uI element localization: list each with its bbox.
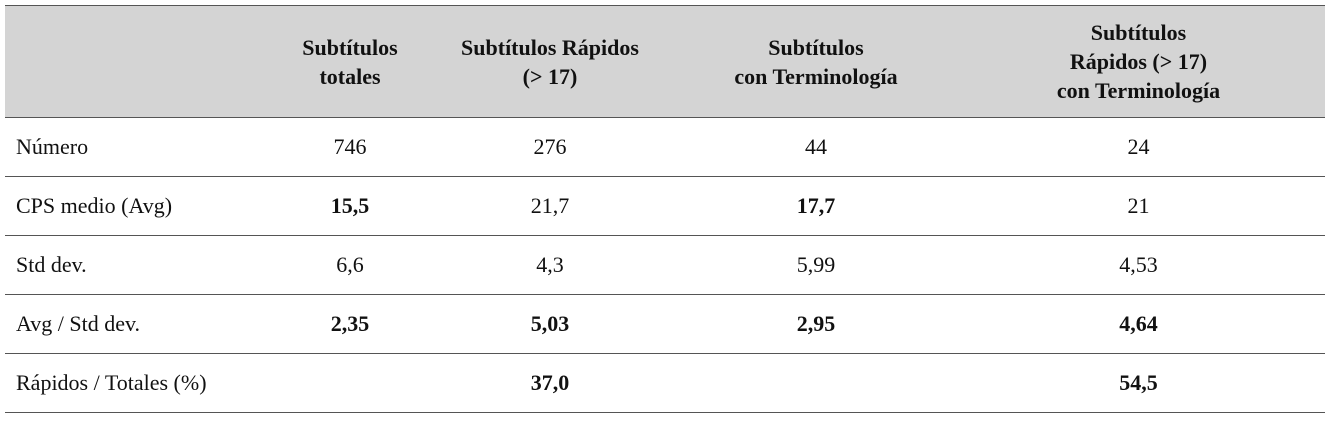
table-cell: 746 [280,117,420,177]
table-row: Std dev. 6,6 4,3 5,99 4,53 [5,235,1325,295]
row-label: Avg / Std dev. [5,294,280,354]
table-cell: 17,7 [680,176,952,236]
header-line: Subtítulos [1090,20,1187,45]
table-cell: 4,53 [952,235,1325,295]
table-cell: 4,64 [952,294,1325,354]
table-cell: 21 [952,176,1325,236]
table-cell: 5,99 [680,235,952,295]
row-label: CPS medio (Avg) [5,176,280,236]
header-line: totales [319,63,381,89]
header-line: Rápidos (> 17) [1069,49,1208,74]
table-cell: 37,0 [420,353,680,413]
header-row: Subtítulos totales Subtítulos Rápidos (> 17… [5,5,1325,118]
row-label: Std dev. [5,235,280,295]
column-header [5,5,280,118]
table-body: Número 746 276 44 24 CPS medio (Avg) 15,5 21,7 1… [5,117,1325,413]
column-header: Subtítulos Rápidos (> 17) [420,5,680,118]
table-cell: 2,35 [280,294,420,354]
table-cell: 6,6 [280,235,420,295]
table-cell [680,353,952,413]
row-label: Rápidos / Totales (%) [5,353,280,413]
table-cell: 24 [952,117,1325,177]
column-header: Subtítulos totales [280,5,420,118]
table-cell: 5,03 [420,294,680,354]
header-line: con Terminología [1056,78,1221,103]
table-cell: 54,5 [952,353,1325,413]
table-row: Número 746 276 44 24 [5,117,1325,177]
data-table: Subtítulos totales Subtítulos Rápidos (> 17… [5,5,1325,413]
header-line: Subtítulos [768,34,864,60]
table-cell: 276 [420,117,680,177]
header-line: (> 17) [522,63,578,89]
table-cell: 21,7 [420,176,680,236]
table-cell: 2,95 [680,294,952,354]
table-cell [280,353,420,413]
table-cell: 44 [680,117,952,177]
header-line: con Terminología [734,63,898,89]
table-row: CPS medio (Avg) 15,5 21,7 17,7 21 [5,176,1325,236]
header-line: Subtítulos Rápidos [461,34,639,60]
table-row: Rápidos / Totales (%) 37,0 54,5 [5,353,1325,413]
column-header: Subtítulos con Terminología [680,5,952,118]
table-cell: 4,3 [420,235,680,295]
table-row: Avg / Std dev. 2,35 5,03 2,95 4,64 [5,294,1325,354]
header-line: Subtítulos [302,34,398,60]
table-cell: 15,5 [280,176,420,236]
column-header: Subtítulos Rápidos (> 17) con Terminología [952,5,1325,118]
row-label: Número [5,117,280,177]
